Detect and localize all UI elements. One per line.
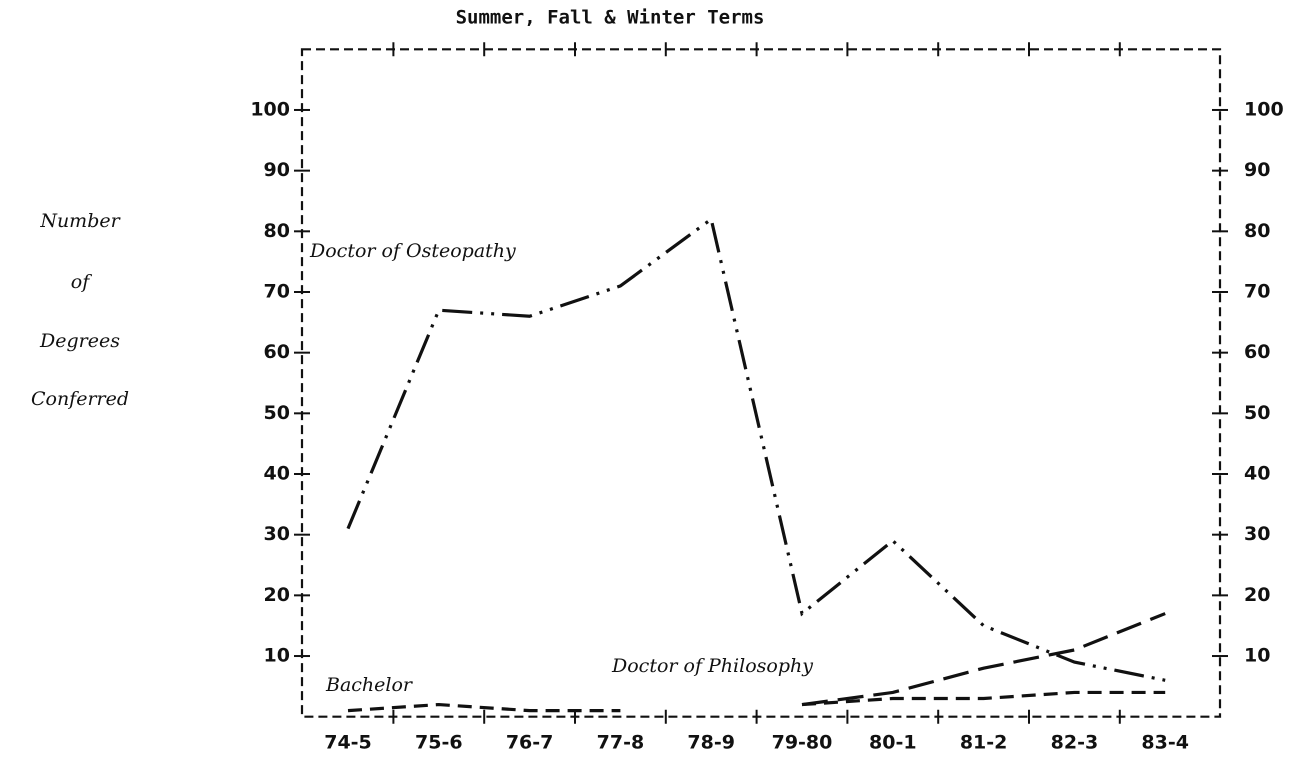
y2-tick-label: 40 — [1244, 463, 1270, 485]
y-tick-label: 40 — [264, 463, 290, 485]
y-tick-label: 10 — [264, 645, 290, 667]
y-tick-label: 30 — [264, 523, 290, 545]
y-tick-label: 20 — [264, 584, 290, 606]
y-axis-label: Number — [39, 210, 121, 232]
y2-tick-label: 20 — [1244, 584, 1270, 606]
y-tick-label: 70 — [264, 280, 290, 302]
y2-tick-label: 100 — [1244, 98, 1284, 120]
series-line — [801, 612, 1166, 707]
y2-tick-label: 60 — [1244, 341, 1270, 363]
y2-tick-label: 10 — [1244, 645, 1270, 667]
x-tick-label: 74-5 — [324, 732, 372, 754]
y-tick-label: 100 — [250, 98, 290, 120]
axis-frame — [300, 48, 1222, 718]
y-tick-label: 50 — [264, 402, 290, 424]
y-tick-label: 80 — [264, 220, 290, 242]
y2-tick-label: 30 — [1244, 523, 1270, 545]
y2-tick-label: 70 — [1244, 280, 1270, 302]
x-tick-label: 77-8 — [597, 732, 645, 754]
y-tick-label: 60 — [264, 341, 290, 363]
x-tick-label: 81-2 — [960, 732, 1008, 754]
series-label: Bachelor — [325, 674, 414, 696]
y-axis-label: of — [71, 271, 92, 293]
x-tick-label: 75-6 — [415, 732, 463, 754]
chart-title: Summer, Fall & Winter Terms — [456, 7, 765, 29]
series-line — [346, 216, 1166, 682]
x-tick-label: 79-80 — [772, 732, 833, 754]
y-axis-label: Degrees — [39, 330, 120, 352]
x-tick-label: 78-9 — [687, 732, 735, 754]
x-tick-label: 76-7 — [506, 732, 554, 754]
x-tick-label: 82-3 — [1051, 732, 1099, 754]
y-axis-label: Conferred — [31, 388, 129, 410]
x-tick-label: 80-1 — [869, 732, 917, 754]
y2-tick-label: 90 — [1244, 159, 1270, 181]
x-tick-label: 83-4 — [1141, 732, 1189, 754]
series-label: Doctor of Philosophy — [611, 655, 813, 677]
y-tick-label: 90 — [264, 159, 290, 181]
y2-tick-label: 80 — [1244, 220, 1270, 242]
series-line — [347, 690, 1166, 713]
series-label: Doctor of Osteopathy — [309, 240, 516, 262]
y2-tick-label: 50 — [1244, 402, 1270, 424]
